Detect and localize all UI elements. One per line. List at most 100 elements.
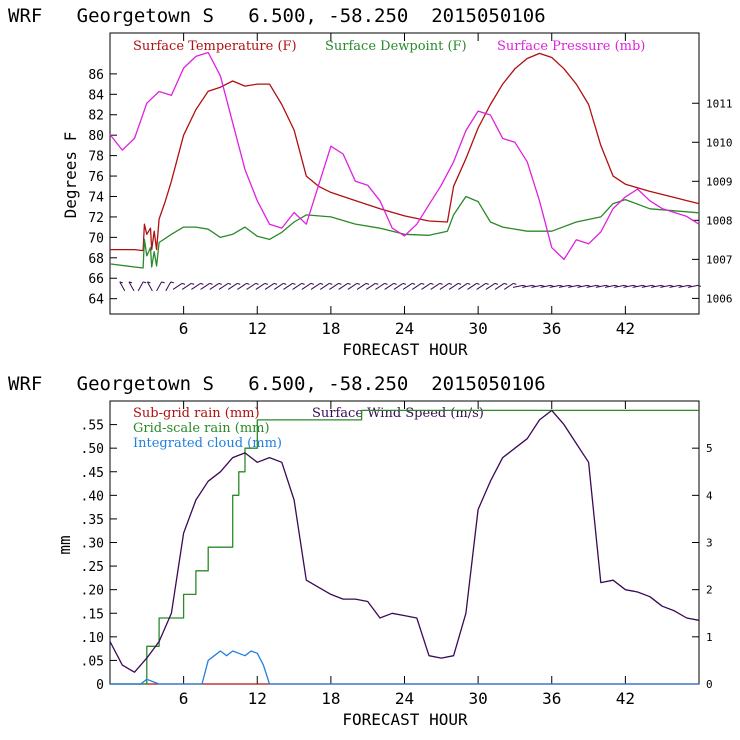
wind-barb xyxy=(522,284,533,288)
wind-barb xyxy=(181,282,192,290)
top-x-tick-label: 30 xyxy=(468,319,487,338)
wind-barb xyxy=(218,282,229,290)
wind-barb-flag xyxy=(457,282,462,285)
wind-barb xyxy=(430,282,440,290)
wind-barb xyxy=(119,281,126,292)
wind-barb xyxy=(237,282,247,290)
wind-barb xyxy=(246,282,256,290)
wind-barb xyxy=(375,282,385,290)
wind-barb-flag xyxy=(476,282,480,285)
bottom-y-axis-label: mm xyxy=(55,535,74,554)
bottom-y-tick-label: .45 xyxy=(81,466,104,481)
bottom-y2-tick-label: 5 xyxy=(706,442,713,455)
wind-barb xyxy=(531,284,542,288)
wind-barb xyxy=(273,282,284,290)
wind-barb xyxy=(586,284,597,288)
wind-barb-flag xyxy=(467,282,471,285)
wind-barb-flag xyxy=(494,282,499,285)
bottom-series-integrated-cloud-mm xyxy=(110,650,699,685)
wind-barb-flag xyxy=(237,282,241,285)
top-y-tick-label: 74 xyxy=(88,190,104,205)
top-x-tick-label: 6 xyxy=(179,319,189,338)
wind-barb-flag xyxy=(319,282,324,285)
bottom-y-tick-label: 0 xyxy=(96,678,104,693)
top-chart-title: WRF Georgetown S 6.500, -58.250 20150501… xyxy=(8,5,546,27)
bottom-y-tick-label: .05 xyxy=(81,654,104,669)
wind-barb-flag xyxy=(356,282,361,285)
wind-barb-flag xyxy=(273,282,278,285)
wind-barb-flag xyxy=(301,282,305,285)
wind-barb-flag xyxy=(283,282,287,285)
wind-barb xyxy=(623,284,634,288)
wind-barb xyxy=(255,282,266,290)
wind-barb-flag xyxy=(375,282,379,285)
top-y2-tick-label: 1010 xyxy=(706,136,733,149)
wind-barb xyxy=(329,282,339,290)
top-series-surface-pressure-mb xyxy=(109,51,700,261)
top-series-surface-dewpoint-f xyxy=(109,195,700,269)
bottom-y-tick-label: .55 xyxy=(81,419,104,434)
top-series-surface-temperature-f xyxy=(110,52,700,252)
top-x-tick-label: 36 xyxy=(542,319,561,338)
wind-barb xyxy=(283,282,293,290)
wind-barb-flag xyxy=(402,282,407,285)
bottom-y2-tick-label: 4 xyxy=(706,489,713,502)
legend-surface-temperature: Surface Temperature (F) xyxy=(133,39,297,54)
top-x-tick-label: 12 xyxy=(248,319,267,338)
wind-barb xyxy=(209,282,220,290)
wind-barb-flag xyxy=(338,282,342,285)
wind-barb-flag xyxy=(128,281,133,284)
bottom-x-tick-label: 42 xyxy=(616,689,635,708)
bottom-x-tick-label: 6 xyxy=(179,689,189,708)
bottom-x-tick-label: 18 xyxy=(321,689,340,708)
wind-barb-flag xyxy=(503,282,508,285)
wind-barb-flag xyxy=(209,282,213,285)
wind-barb-flag xyxy=(143,281,147,284)
wind-barb xyxy=(319,282,330,290)
bottom-x-tick-label: 24 xyxy=(395,689,414,708)
bottom-x-tick-label: 36 xyxy=(542,689,561,708)
bottom-series-grid-scale-rain-mm xyxy=(110,409,699,685)
bottom-y-tick-label: .50 xyxy=(81,442,104,457)
wind-barb xyxy=(292,282,302,290)
wind-barb xyxy=(669,284,680,288)
top-y2-tick-label: 1007 xyxy=(706,253,733,266)
legend-sub-grid-rain: Sub-grid rain (mm) xyxy=(133,406,260,421)
bottom-y2-tick-label: 0 xyxy=(706,678,713,691)
wind-barb-flag xyxy=(200,282,204,285)
top-y-tick-label: 72 xyxy=(88,211,104,226)
wind-barb xyxy=(200,282,210,290)
wind-barb xyxy=(614,284,625,288)
top-y-axis-label: Degrees F xyxy=(61,132,80,219)
top-y2-tick-label: 1008 xyxy=(706,214,733,227)
bottom-y-tick-label: .15 xyxy=(81,607,104,622)
bottom-series-surface-wind-speed-m-s xyxy=(109,409,700,673)
top-x-tick-label: 24 xyxy=(395,319,414,338)
wind-barb xyxy=(549,284,560,288)
top-y-tick-label: 82 xyxy=(88,109,104,124)
wind-barb-flag xyxy=(119,281,123,284)
top-y2-tick-label: 1006 xyxy=(706,292,733,305)
wind-barb xyxy=(558,284,570,288)
wind-barb xyxy=(485,282,496,290)
wind-barb-flag xyxy=(439,282,443,285)
wind-barb xyxy=(227,282,238,290)
wind-barb-flag xyxy=(292,282,296,285)
wind-barb xyxy=(393,282,404,290)
wind-barb xyxy=(365,282,376,290)
top-y-tick-label: 84 xyxy=(88,88,104,103)
wind-barb xyxy=(146,281,153,292)
bottom-y-tick-label: .10 xyxy=(81,631,104,646)
wind-barb-flag xyxy=(421,282,425,285)
bottom-x-axis-label: FORECAST HOUR xyxy=(342,710,468,729)
wind-barb xyxy=(467,282,477,290)
wind-barb-flag xyxy=(246,282,250,285)
top-y-tick-label: 68 xyxy=(88,252,104,267)
wind-barb-flag xyxy=(384,282,388,285)
wind-barb xyxy=(347,282,358,290)
legend-integrated-cloud: Integrated cloud (mm) xyxy=(133,436,282,451)
wind-barb-flag xyxy=(513,282,517,285)
top-x-tick-label: 42 xyxy=(616,319,635,338)
wind-barb-flag xyxy=(161,281,165,284)
